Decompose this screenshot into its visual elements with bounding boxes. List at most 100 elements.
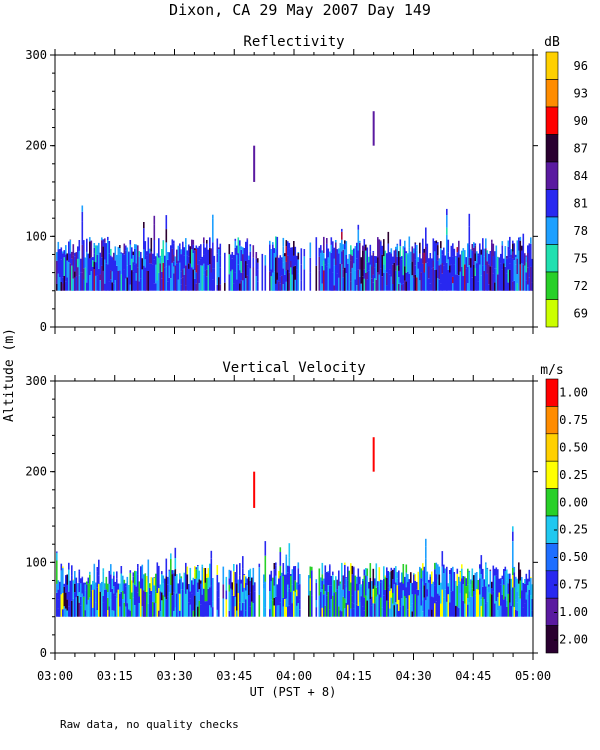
echo-cell bbox=[186, 255, 189, 283]
echo-cell bbox=[443, 265, 445, 291]
echo-cell bbox=[71, 600, 73, 617]
echo-cell bbox=[327, 585, 330, 592]
echo-cell bbox=[63, 257, 66, 276]
echo-cell bbox=[71, 258, 73, 266]
echo-cell bbox=[320, 252, 322, 275]
echo-cell bbox=[83, 240, 85, 247]
echo-cell bbox=[347, 580, 349, 605]
echo-cell bbox=[93, 253, 96, 262]
echo-cell bbox=[186, 282, 189, 291]
echo-cell bbox=[341, 589, 343, 612]
echo-cell bbox=[147, 559, 150, 583]
echo-cell bbox=[470, 579, 472, 585]
echo-cell bbox=[426, 571, 429, 590]
echo-cell bbox=[281, 572, 283, 581]
echo-cell bbox=[285, 281, 288, 291]
echo-cell bbox=[161, 271, 163, 279]
echo-cell bbox=[171, 574, 174, 596]
echo-cell bbox=[342, 596, 345, 617]
echo-cell bbox=[107, 236, 109, 240]
echo-cell bbox=[104, 242, 106, 260]
echo-cell bbox=[122, 253, 124, 265]
echo-cell bbox=[231, 252, 234, 259]
echo-cell bbox=[279, 565, 282, 576]
echo-cell bbox=[330, 274, 333, 291]
echo-cell bbox=[377, 594, 379, 617]
echo-cell bbox=[218, 277, 220, 291]
echo-cell bbox=[92, 589, 94, 608]
echo-cell bbox=[171, 570, 174, 575]
echo-cell bbox=[288, 543, 291, 558]
echo-cell bbox=[93, 589, 96, 617]
echo-cell bbox=[188, 256, 190, 264]
echo-cell bbox=[356, 576, 358, 584]
echo-cell bbox=[162, 240, 165, 241]
echo-cell bbox=[84, 257, 87, 268]
echo-cell bbox=[479, 564, 481, 569]
echo-cell bbox=[507, 240, 510, 247]
echo-cell bbox=[432, 597, 435, 617]
echo-cell bbox=[282, 253, 285, 263]
echo-cell bbox=[416, 582, 418, 590]
echo-cell bbox=[500, 578, 502, 585]
echo-cell bbox=[374, 267, 376, 279]
echo-cell bbox=[293, 566, 295, 579]
echo-cell bbox=[282, 563, 285, 577]
echo-cell bbox=[399, 240, 402, 247]
echo-cell bbox=[209, 587, 211, 606]
echo-cell bbox=[398, 585, 400, 600]
echo-cell bbox=[510, 249, 513, 255]
echo-cell bbox=[362, 581, 364, 607]
echo-cell bbox=[191, 249, 193, 268]
echo-cell bbox=[122, 591, 124, 600]
echo-cell bbox=[437, 260, 439, 279]
echo-cell bbox=[158, 565, 160, 589]
echo-cell bbox=[264, 265, 267, 291]
echo-cell bbox=[449, 272, 451, 291]
echo-cell bbox=[246, 239, 249, 265]
echo-cell bbox=[126, 265, 129, 278]
echo-cell bbox=[161, 571, 163, 575]
echo-cell bbox=[281, 259, 283, 276]
echo-cell bbox=[375, 577, 378, 588]
echo-cell bbox=[281, 599, 283, 617]
echo-cell bbox=[113, 283, 115, 291]
colorbar-swatch bbox=[545, 189, 559, 218]
echo-cell bbox=[521, 590, 523, 617]
echo-cell bbox=[336, 579, 339, 590]
echo-cell bbox=[434, 562, 436, 570]
echo-cell bbox=[482, 578, 484, 587]
echo-cell bbox=[413, 277, 415, 291]
echo-cell bbox=[225, 576, 228, 591]
echo-cell bbox=[123, 579, 126, 584]
echo-cell bbox=[354, 246, 357, 271]
echo-cell bbox=[66, 253, 69, 261]
echo-cell bbox=[413, 248, 415, 254]
echo-cell bbox=[519, 264, 522, 291]
echo-cell bbox=[387, 264, 390, 291]
echo-cell bbox=[365, 568, 367, 576]
echo-cell bbox=[363, 269, 366, 279]
echo-cell bbox=[189, 604, 192, 617]
echo-cell bbox=[458, 576, 460, 584]
echo-cell bbox=[78, 592, 81, 603]
echo-cell bbox=[515, 254, 517, 257]
echo-cell bbox=[423, 597, 426, 617]
echo-cell bbox=[228, 610, 231, 617]
echo-cell bbox=[506, 607, 508, 617]
echo-cell bbox=[129, 599, 132, 611]
echo-cell bbox=[386, 262, 388, 273]
echo-cell bbox=[68, 241, 70, 263]
echo-cell bbox=[387, 243, 390, 265]
echo-cell bbox=[275, 283, 277, 291]
echo-cell bbox=[240, 272, 243, 281]
echo-cell bbox=[249, 581, 252, 593]
echo-cell bbox=[65, 608, 67, 617]
echo-cell bbox=[80, 596, 82, 606]
echo-cell bbox=[518, 596, 520, 617]
echo-cell bbox=[165, 215, 168, 230]
echo-cell bbox=[93, 564, 96, 584]
echo-cell bbox=[239, 245, 241, 271]
echo-cell bbox=[422, 589, 424, 601]
